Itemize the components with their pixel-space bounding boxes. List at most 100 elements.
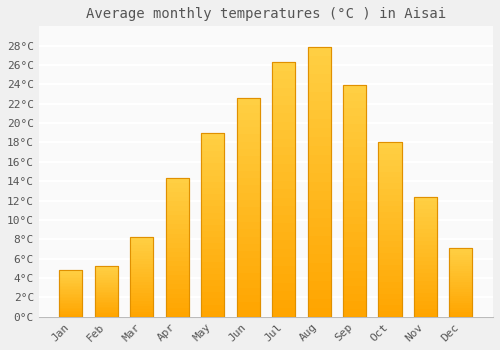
Bar: [343, 178, 366, 186]
Bar: [308, 245, 330, 254]
Bar: [308, 47, 330, 317]
Bar: [236, 193, 260, 200]
Bar: [130, 274, 154, 277]
Bar: [343, 101, 366, 108]
Bar: [166, 280, 189, 285]
Bar: [378, 183, 402, 189]
Bar: [414, 225, 437, 229]
Bar: [343, 162, 366, 170]
Bar: [272, 96, 295, 105]
Bar: [236, 302, 260, 309]
Bar: [450, 273, 472, 275]
Bar: [130, 253, 154, 256]
Bar: [414, 265, 437, 269]
Bar: [201, 237, 224, 243]
Bar: [236, 98, 260, 317]
Bar: [236, 98, 260, 105]
Bar: [272, 71, 295, 79]
Bar: [236, 273, 260, 280]
Bar: [60, 270, 82, 317]
Bar: [130, 290, 154, 293]
Bar: [60, 315, 82, 317]
Bar: [272, 147, 295, 155]
Bar: [201, 206, 224, 212]
Bar: [343, 139, 366, 147]
Bar: [272, 155, 295, 164]
Bar: [201, 163, 224, 170]
Bar: [95, 287, 118, 288]
Bar: [60, 306, 82, 308]
Bar: [201, 188, 224, 194]
Bar: [414, 269, 437, 273]
Bar: [130, 280, 154, 282]
Bar: [378, 195, 402, 201]
Bar: [60, 270, 82, 272]
Bar: [308, 92, 330, 101]
Bar: [60, 287, 82, 289]
Bar: [236, 186, 260, 193]
Bar: [272, 105, 295, 113]
Bar: [60, 281, 82, 283]
Bar: [130, 248, 154, 251]
Bar: [450, 275, 472, 278]
Bar: [201, 299, 224, 304]
Bar: [60, 283, 82, 284]
Bar: [378, 236, 402, 241]
Bar: [343, 93, 366, 101]
Bar: [130, 288, 154, 290]
Bar: [378, 166, 402, 172]
Bar: [272, 291, 295, 300]
Bar: [95, 315, 118, 317]
Bar: [95, 272, 118, 273]
Bar: [272, 121, 295, 130]
Bar: [378, 189, 402, 195]
Bar: [236, 288, 260, 295]
Bar: [166, 178, 189, 183]
Bar: [378, 282, 402, 288]
Bar: [166, 285, 189, 289]
Bar: [414, 313, 437, 317]
Bar: [308, 173, 330, 182]
Bar: [166, 275, 189, 280]
Bar: [272, 113, 295, 121]
Bar: [95, 302, 118, 303]
Bar: [343, 209, 366, 217]
Bar: [272, 274, 295, 283]
Bar: [95, 308, 118, 310]
Bar: [130, 277, 154, 280]
Bar: [450, 266, 472, 269]
Bar: [166, 303, 189, 308]
Bar: [236, 142, 260, 149]
Bar: [130, 243, 154, 245]
Bar: [450, 248, 472, 317]
Bar: [414, 305, 437, 309]
Bar: [272, 79, 295, 88]
Bar: [450, 248, 472, 250]
Bar: [308, 47, 330, 317]
Bar: [60, 309, 82, 310]
Bar: [450, 285, 472, 287]
Bar: [236, 127, 260, 134]
Bar: [378, 270, 402, 276]
Bar: [450, 262, 472, 264]
Bar: [378, 172, 402, 177]
Bar: [60, 272, 82, 273]
Bar: [95, 273, 118, 275]
Bar: [236, 222, 260, 229]
Bar: [166, 298, 189, 303]
Bar: [378, 212, 402, 218]
Bar: [201, 219, 224, 225]
Bar: [201, 274, 224, 280]
Bar: [343, 108, 366, 116]
Bar: [450, 269, 472, 271]
Bar: [201, 286, 224, 292]
Bar: [95, 270, 118, 272]
Bar: [378, 160, 402, 166]
Bar: [378, 265, 402, 270]
Bar: [236, 258, 260, 266]
Bar: [272, 249, 295, 257]
Bar: [414, 201, 437, 205]
Bar: [60, 304, 82, 306]
Bar: [378, 288, 402, 294]
Bar: [60, 310, 82, 312]
